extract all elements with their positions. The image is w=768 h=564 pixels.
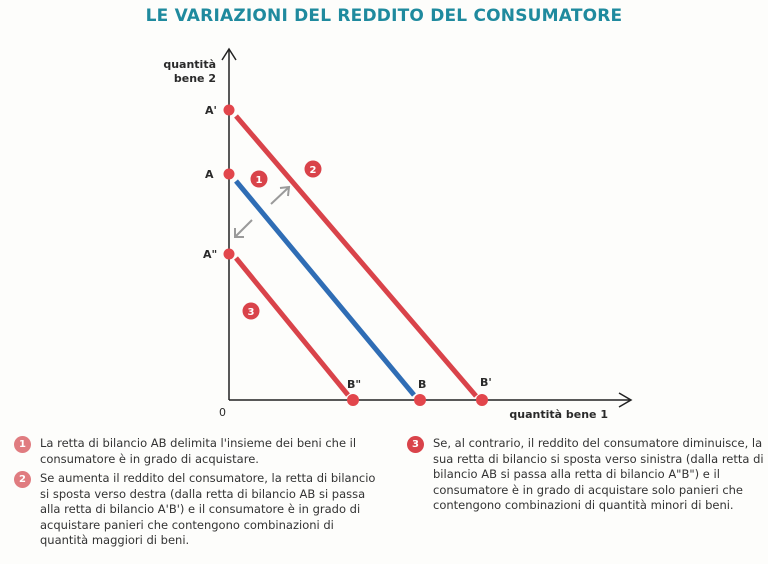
note-2: 2 Se aumenta il reddito del consumatore,… [14,471,384,549]
x-axis-label: quantità bene 1 [509,408,608,421]
shift-left-arrow-icon [234,219,253,238]
budget-line-ab [234,179,416,397]
shift-right-arrow-icon [270,185,291,205]
point-b-double [347,394,359,406]
point-a-prime [223,104,235,116]
label-a-double: A" [203,248,217,261]
point-b-prime [476,394,488,406]
svg-text:3: 3 [248,307,255,318]
notes-left: 1 La retta di bilancio AB delimita l'ins… [14,436,384,553]
note-2-text: Se aumenta il reddito del consumatore, l… [40,471,376,547]
badge-2: 2 [304,160,322,178]
note-3: 3 Se, al contrario, il reddito del consu… [407,436,765,514]
budget-line-a-prime-b-prime [234,114,478,398]
notes-right: 3 Se, al contrario, il reddito del consu… [407,436,765,518]
badge-1: 1 [250,170,268,188]
badge-3: 3 [242,302,260,320]
svg-text:1: 1 [256,175,263,186]
label-b-prime: B' [480,376,492,389]
point-a [223,168,235,180]
y-axis [221,47,237,400]
page-title: LE VARIAZIONI DEL REDDITO DEL CONSUMATOR… [145,6,623,26]
note-3-badge: 3 [407,436,424,453]
note-1-badge: 1 [14,436,31,453]
origin-label: 0 [219,406,226,419]
label-a-prime: A' [205,104,217,117]
y-axis-label-line1: quantità [163,58,216,71]
note-3-text: Se, al contrario, il reddito del consuma… [433,436,764,512]
label-a: A [205,168,214,181]
svg-text:2: 2 [310,165,317,176]
note-1-text: La retta di bilancio AB delimita l'insie… [40,436,357,466]
budget-line-a-double-b-double [234,256,350,397]
y-axis-label-line2: bene 2 [174,72,216,85]
note-1: 1 La retta di bilancio AB delimita l'ins… [14,436,384,467]
x-axis [229,392,633,408]
point-a-double [223,248,235,260]
point-b [414,394,426,406]
label-b: B [418,378,426,391]
label-b-double: B" [347,378,361,391]
note-2-badge: 2 [14,471,31,488]
